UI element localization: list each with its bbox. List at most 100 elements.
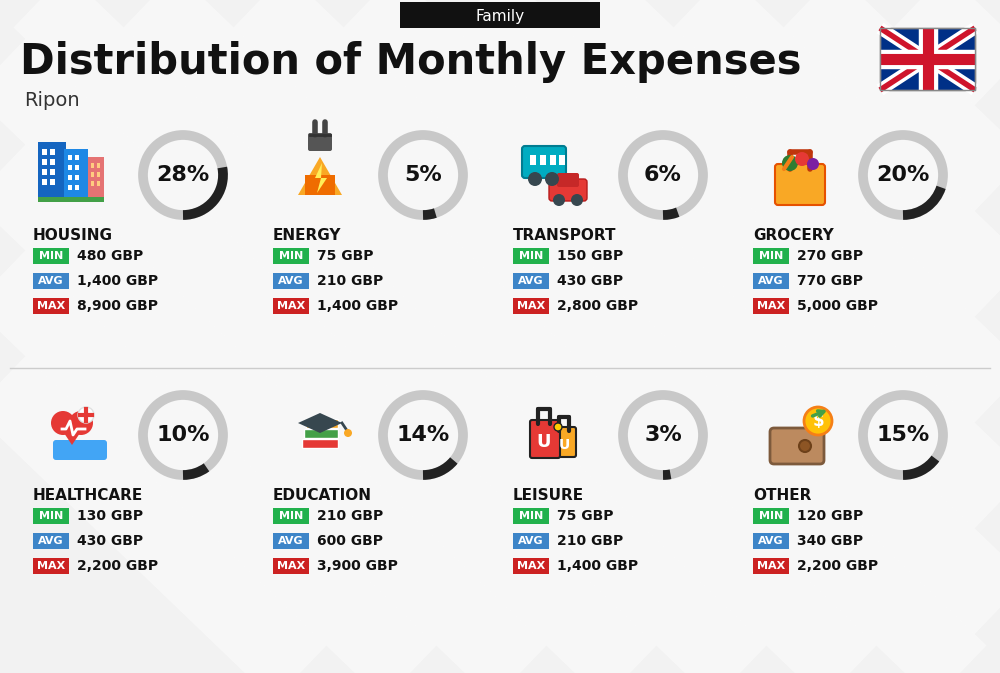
Text: 130 GBP: 130 GBP [77,509,143,523]
FancyBboxPatch shape [753,298,789,314]
FancyBboxPatch shape [38,197,104,202]
FancyBboxPatch shape [68,165,72,170]
FancyBboxPatch shape [308,133,332,151]
FancyBboxPatch shape [316,421,324,427]
Text: AVG: AVG [518,276,544,286]
FancyBboxPatch shape [513,533,549,549]
Text: 210 GBP: 210 GBP [317,509,383,523]
Text: MIN: MIN [279,511,303,521]
Text: MIN: MIN [39,251,63,261]
Text: U: U [537,433,551,451]
Circle shape [804,407,832,435]
Polygon shape [298,157,342,195]
Circle shape [528,172,542,186]
FancyBboxPatch shape [273,508,309,524]
FancyBboxPatch shape [273,533,309,549]
FancyBboxPatch shape [33,298,69,314]
Circle shape [807,158,819,170]
FancyBboxPatch shape [775,164,825,205]
FancyBboxPatch shape [753,248,789,264]
Text: 75 GBP: 75 GBP [557,509,614,523]
FancyBboxPatch shape [513,558,549,574]
Text: MAX: MAX [517,561,545,571]
FancyBboxPatch shape [50,159,55,165]
Text: MIN: MIN [279,251,303,261]
FancyBboxPatch shape [33,273,69,289]
Text: MAX: MAX [517,301,545,311]
Text: $: $ [812,412,824,430]
Text: 1,400 GBP: 1,400 GBP [77,274,158,288]
FancyBboxPatch shape [753,273,789,289]
FancyBboxPatch shape [97,172,100,177]
FancyBboxPatch shape [68,185,72,190]
Text: MAX: MAX [37,561,65,571]
Text: 150 GBP: 150 GBP [557,249,623,263]
Text: 120 GBP: 120 GBP [797,509,863,523]
Text: GROCERY: GROCERY [753,228,834,243]
FancyBboxPatch shape [42,149,47,155]
FancyBboxPatch shape [770,428,824,464]
Text: 14%: 14% [396,425,450,445]
Text: MIN: MIN [519,251,543,261]
Text: MAX: MAX [757,301,785,311]
Text: 480 GBP: 480 GBP [77,249,143,263]
Text: TRANSPORT: TRANSPORT [513,228,616,243]
FancyBboxPatch shape [97,163,100,168]
Text: 3%: 3% [644,425,682,445]
Text: 210 GBP: 210 GBP [317,274,383,288]
Text: AVG: AVG [518,536,544,546]
Text: 2,800 GBP: 2,800 GBP [557,299,638,313]
Text: 600 GBP: 600 GBP [317,534,383,548]
FancyBboxPatch shape [753,508,789,524]
FancyBboxPatch shape [557,173,579,187]
Text: 2,200 GBP: 2,200 GBP [797,559,878,573]
Text: AVG: AVG [278,276,304,286]
Text: OTHER: OTHER [753,488,811,503]
FancyBboxPatch shape [522,146,566,178]
FancyBboxPatch shape [305,175,335,195]
FancyBboxPatch shape [33,533,69,549]
Circle shape [554,423,562,431]
Text: 770 GBP: 770 GBP [797,274,863,288]
Text: EDUCATION: EDUCATION [273,488,372,503]
Text: LEISURE: LEISURE [513,488,584,503]
Circle shape [782,155,798,171]
FancyBboxPatch shape [513,508,549,524]
FancyBboxPatch shape [91,163,94,168]
Text: 5,000 GBP: 5,000 GBP [797,299,878,313]
Text: AVG: AVG [758,276,784,286]
FancyBboxPatch shape [530,155,536,165]
Text: 430 GBP: 430 GBP [557,274,623,288]
Text: MAX: MAX [277,561,305,571]
Text: MIN: MIN [759,251,783,261]
FancyBboxPatch shape [306,419,338,428]
Text: 2,200 GBP: 2,200 GBP [77,559,158,573]
Text: 1,400 GBP: 1,400 GBP [557,559,638,573]
Text: MIN: MIN [39,511,63,521]
FancyBboxPatch shape [75,165,79,170]
FancyBboxPatch shape [97,181,100,186]
Text: MIN: MIN [759,511,783,521]
Text: 270 GBP: 270 GBP [797,249,863,263]
FancyBboxPatch shape [753,558,789,574]
Polygon shape [298,413,342,433]
FancyBboxPatch shape [91,181,94,186]
FancyBboxPatch shape [530,420,560,458]
Text: 6%: 6% [644,165,682,185]
FancyBboxPatch shape [33,248,69,264]
Text: 28%: 28% [156,165,210,185]
Text: MAX: MAX [757,561,785,571]
FancyBboxPatch shape [880,28,975,90]
Text: 10%: 10% [156,425,210,445]
Text: 20%: 20% [876,165,930,185]
Circle shape [795,152,809,166]
Text: Ripon: Ripon [24,90,80,110]
Text: MAX: MAX [37,301,65,311]
FancyBboxPatch shape [64,149,88,200]
FancyBboxPatch shape [753,533,789,549]
FancyBboxPatch shape [559,155,565,165]
FancyBboxPatch shape [50,149,55,155]
Text: MIN: MIN [519,511,543,521]
Polygon shape [60,427,84,445]
FancyBboxPatch shape [75,155,79,160]
